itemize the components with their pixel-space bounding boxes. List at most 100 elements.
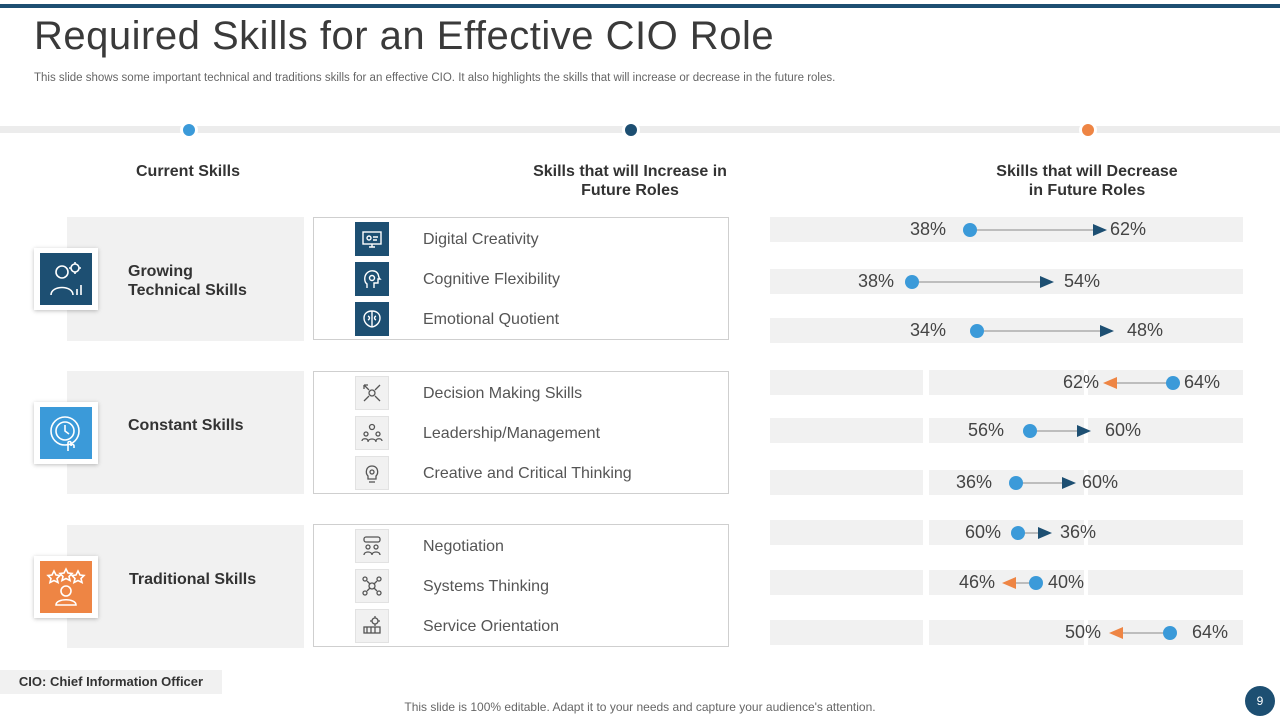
row-strip <box>929 620 1084 645</box>
current-percentage: 40% <box>1048 572 1085 592</box>
head-gears-icon <box>355 262 389 296</box>
current-percentage: 64% <box>1192 622 1229 642</box>
increase-arrow-icon <box>1100 325 1114 337</box>
decrease-arrow-icon <box>1002 577 1016 589</box>
current-value-dot <box>1029 576 1043 590</box>
change-connector-line <box>970 229 1103 231</box>
row-strip <box>929 520 1084 545</box>
current-percentage: 38% <box>858 271 895 291</box>
current-value-dot <box>1023 424 1037 438</box>
skill-label: Negotiation <box>423 538 504 555</box>
category-label-growing-technical: Growing Technical Skills <box>128 263 247 299</box>
skill-list-traditional: Negotiation Systems Thinking Service Ori… <box>313 524 729 647</box>
current-percentage: 38% <box>910 219 947 239</box>
current-percentage: 64% <box>1184 372 1221 392</box>
slide-subtitle: This slide shows some important technica… <box>34 72 836 84</box>
increase-arrow-icon <box>1040 276 1054 288</box>
skill-label: Digital Creativity <box>423 231 539 248</box>
change-connector-line <box>1113 632 1170 634</box>
category-box-growing-technical <box>67 217 304 341</box>
future-percentage: 36% <box>1060 522 1097 542</box>
future-percentage: 50% <box>1065 622 1102 642</box>
row-strip <box>1088 570 1243 595</box>
change-connector-line <box>977 330 1110 332</box>
slide-title: Required Skills for an Effective CIO Rol… <box>34 14 775 58</box>
future-percentage: 62% <box>1110 219 1147 239</box>
brain-icon <box>355 302 389 336</box>
timeline-dot-increase <box>622 121 640 139</box>
current-value-dot <box>1011 526 1025 540</box>
row-strip <box>1088 418 1243 443</box>
current-percentage: 56% <box>968 420 1005 440</box>
clock-hand-icon <box>40 407 92 459</box>
category-icon-frame <box>34 556 98 618</box>
future-percentage: 62% <box>1063 372 1100 392</box>
future-percentage: 46% <box>959 572 996 592</box>
skill-label: Emotional Quotient <box>423 311 560 328</box>
decision-arrows-icon <box>355 376 389 410</box>
skill-list-growing-technical: Digital Creativity Cognitive Flexibility… <box>313 217 729 340</box>
service-gear-icon <box>355 609 389 643</box>
footnote: CIO: Chief Information Officer <box>0 670 222 694</box>
footer-text: This slide is 100% editable. Adapt it to… <box>404 700 876 714</box>
row-strip <box>1088 470 1243 495</box>
current-value-dot <box>963 223 977 237</box>
skill-label: Leadership/Management <box>423 425 601 442</box>
current-value-dot <box>1163 626 1177 640</box>
negotiation-people-icon <box>355 529 389 563</box>
column-heading-current: Current Skills <box>135 163 241 180</box>
technical-person-gear-icon <box>40 253 92 305</box>
row-strip <box>770 470 923 495</box>
change-connector-line <box>1016 482 1072 484</box>
current-value-dot <box>970 324 984 338</box>
current-value-dot <box>1009 476 1023 490</box>
current-percentage: 60% <box>965 522 1002 542</box>
future-percentage: 48% <box>1127 320 1164 340</box>
category-icon-frame <box>34 402 98 464</box>
team-leader-icon <box>355 416 389 450</box>
skill-label: Decision Making Skills <box>423 385 583 402</box>
row-strip <box>770 520 923 545</box>
future-percentage: 60% <box>1082 472 1119 492</box>
skill-label: Cognitive Flexibility <box>423 271 560 288</box>
skill-label: Service Orientation <box>423 618 560 635</box>
page-number: 9 <box>1245 686 1275 716</box>
top-accent-bar <box>0 4 1280 8</box>
column-heading-decrease: Skills that will Decrease in Future Role… <box>996 163 1178 199</box>
timeline-dot-current <box>180 121 198 139</box>
row-strip <box>1088 520 1243 545</box>
current-percentage: 34% <box>910 320 947 340</box>
future-percentage: 60% <box>1105 420 1142 440</box>
increase-arrow-icon <box>1093 224 1107 236</box>
lightbulb-gear-icon <box>355 456 389 490</box>
row-strip <box>770 620 923 645</box>
decrease-arrow-icon <box>1109 627 1123 639</box>
future-percentage: 54% <box>1064 271 1101 291</box>
timeline-bar <box>0 126 1280 133</box>
change-connector-line <box>1006 582 1036 584</box>
category-box-constant <box>67 371 304 494</box>
category-icon-frame <box>34 248 98 310</box>
row-strip <box>929 370 1084 395</box>
increase-arrow-icon <box>1062 477 1076 489</box>
person-stars-icon <box>40 561 92 613</box>
change-connector-line <box>912 281 1050 283</box>
increase-arrow-icon <box>1077 425 1091 437</box>
row-strip <box>770 570 923 595</box>
decrease-arrow-icon <box>1103 377 1117 389</box>
increase-arrow-icon <box>1038 527 1052 539</box>
skill-label: Systems Thinking <box>423 578 549 595</box>
current-value-dot <box>1166 376 1180 390</box>
monitor-creativity-icon <box>355 222 389 256</box>
timeline-dot-decrease <box>1079 121 1097 139</box>
row-strip <box>770 370 923 395</box>
change-connector-line <box>1107 382 1173 384</box>
current-percentage: 36% <box>956 472 993 492</box>
category-label-constant: Constant Skills <box>128 417 244 434</box>
skill-label: Creative and Critical Thinking <box>423 465 632 482</box>
category-box-traditional <box>67 525 304 648</box>
skill-list-constant: Decision Making Skills Leadership/Manage… <box>313 371 729 494</box>
current-value-dot <box>905 275 919 289</box>
column-heading-increase: Skills that will Increase in Future Role… <box>533 163 727 199</box>
category-label-traditional: Traditional Skills <box>129 571 257 588</box>
